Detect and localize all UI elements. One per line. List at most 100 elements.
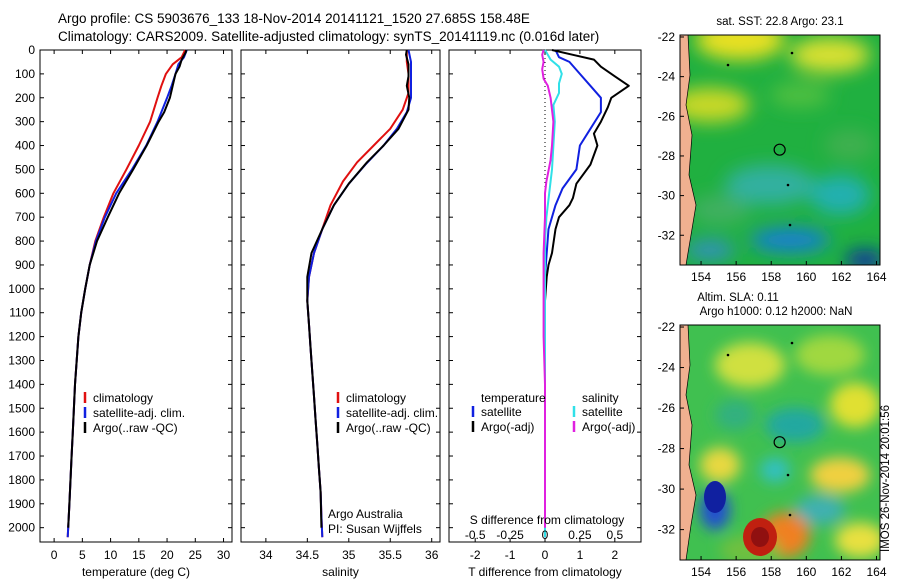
- x-tick-label: 164: [866, 565, 886, 579]
- legend-entry: climatology: [346, 391, 406, 405]
- legend-entry: Argo(..raw -QC): [346, 421, 431, 435]
- x-tick-label: 156: [726, 565, 746, 579]
- sst-blob: [725, 165, 815, 205]
- y-tick-label: 0: [28, 43, 35, 57]
- annotation-pi: PI: Susan Wijffels: [328, 522, 422, 536]
- x-tick-label: 154: [691, 565, 711, 579]
- x-tick-label: 34.5: [296, 548, 320, 562]
- x-tick-label: 158: [761, 270, 781, 284]
- sst-blob: [790, 37, 870, 73]
- coastline: [680, 35, 697, 265]
- legend-entry: Argo(..raw -QC): [93, 421, 178, 435]
- x2-tick-label: 0.5: [606, 528, 623, 542]
- cold-eddy: [704, 481, 726, 513]
- profile-panel-1: 0100200300400500600700800900100011001200…: [8, 43, 233, 579]
- plot-frame: [39, 49, 233, 543]
- y-tick-label: 1000: [8, 282, 35, 296]
- x-axis-label: T difference from climatology: [468, 565, 622, 579]
- x2-tick-label: -0.25: [496, 528, 524, 542]
- annotation-institution: Argo Australia: [328, 507, 403, 521]
- sla-blob: [765, 407, 825, 443]
- legend-entry: Argo(-adj): [582, 420, 635, 434]
- x-tick-label: 15: [132, 548, 146, 562]
- warm-eddy-core: [751, 527, 769, 547]
- y-tick-label: 600: [15, 186, 35, 200]
- chart-title-line2: Climatology: CARS2009. Satellite-adjuste…: [58, 29, 600, 44]
- sst-blob: [825, 130, 875, 160]
- x-tick-label: 5: [79, 548, 86, 562]
- argo-position-marker: [773, 143, 786, 156]
- sst-blob: [845, 250, 880, 265]
- x-tick-label: 160: [796, 270, 816, 284]
- sst-blob: [695, 35, 785, 60]
- y-tick-label: -30: [658, 482, 676, 496]
- y-tick-label: 1800: [8, 473, 35, 487]
- sla-blob: [700, 447, 740, 483]
- y-tick-label: 900: [15, 258, 35, 272]
- legend-entry: satellite-adj. clim.: [346, 406, 438, 420]
- y-tick-label: 200: [15, 91, 35, 105]
- island-dot: [790, 341, 794, 345]
- sst-blob: [680, 87, 750, 123]
- y-tick-label: -26: [658, 401, 676, 415]
- legend-entry: satellite: [582, 405, 623, 419]
- sst-blob: [770, 82, 830, 108]
- y-tick-label: 1100: [9, 306, 35, 320]
- series-line-salinity-satellite: [544, 49, 563, 538]
- sst-map-axes: 154 156 158 160 162 164 -22 -24 -26 -28 -30 -32 sat.…: [658, 16, 887, 284]
- sst-map: [680, 35, 880, 265]
- x-tick-label: 34: [259, 548, 273, 562]
- island-dot: [726, 63, 730, 67]
- series-line-salinity-argo-adj-: [541, 49, 555, 528]
- island-dot: [786, 183, 790, 187]
- coastline: [680, 325, 697, 560]
- y-tick-label: -28: [658, 149, 676, 163]
- sla-map: [680, 325, 880, 560]
- sst-blob: [810, 175, 870, 215]
- y-tick-label: -22: [658, 320, 676, 334]
- y-tick-label: -24: [658, 70, 676, 84]
- legend-entry: Argo(-adj): [481, 420, 534, 434]
- legend-entry: satellite: [481, 405, 522, 419]
- y-tick-label: 500: [15, 162, 35, 176]
- y-tick-label: 800: [15, 234, 35, 248]
- y-tick-label: -32: [658, 523, 676, 537]
- x-tick-label: 30: [217, 548, 231, 562]
- y-tick-label: 1900: [8, 497, 35, 511]
- x-tick-label: 36: [425, 548, 439, 562]
- x-tick-label: 158: [761, 565, 781, 579]
- sla-blob: [760, 457, 790, 483]
- y-tick-label: 700: [15, 210, 35, 224]
- sla-blob: [715, 342, 785, 388]
- island-dot: [788, 223, 792, 227]
- x-axis-label: salinity: [322, 565, 359, 579]
- y-tick-label: -30: [658, 189, 676, 203]
- sla-blob: [835, 522, 880, 558]
- x-tick-label: 10: [104, 548, 118, 562]
- legend-entry: climatology: [93, 391, 153, 405]
- sst-blob: [750, 227, 830, 253]
- sst-blob: [685, 240, 735, 260]
- y-tick-label: 300: [15, 115, 35, 129]
- y-tick-label: -28: [658, 442, 676, 456]
- series-line-temperature-argo-adj-: [544, 49, 630, 528]
- y-tick-label: 2000: [8, 521, 35, 535]
- x-tick-label: 2: [611, 548, 618, 562]
- y-tick-label: 1500: [8, 401, 35, 415]
- sst-blobs: [680, 35, 880, 265]
- x-tick-label: -2: [470, 548, 481, 562]
- sla-blobs: [700, 335, 880, 560]
- sst-blob: [690, 195, 750, 225]
- y-tick-label: 400: [15, 139, 35, 153]
- y-tick-label: -26: [658, 109, 676, 123]
- series-line-argo-raw-qc-: [306, 49, 411, 528]
- y-tick-label: 1700: [8, 449, 35, 463]
- sla-blob: [715, 400, 755, 430]
- sst-map-title: sat. SST: 22.8 Argo: 23.1: [716, 16, 843, 28]
- island-dot: [790, 51, 794, 55]
- island-dot: [786, 473, 790, 477]
- map-frame: [679, 324, 881, 561]
- x-tick-label: 154: [691, 270, 711, 284]
- y-tick-label: -22: [658, 30, 676, 44]
